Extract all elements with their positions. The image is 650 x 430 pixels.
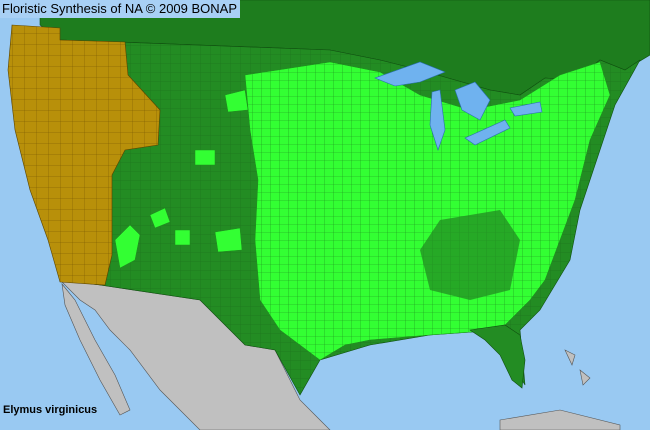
map-title: Floristic Synthesis of NA © 2009 BONAP [0,0,241,18]
counties-present-west2 [149,207,171,229]
cuba [499,409,621,430]
counties-present-west3 [174,89,249,253]
florida [469,324,526,389]
bahamas [564,349,591,386]
species-label: Elymus virginicus [3,404,98,416]
baja-peninsula [61,282,131,416]
great-lakes [374,61,543,151]
counties-present-west1 [114,224,141,269]
western-states-absent [7,24,161,286]
counties-present-south-dark [420,210,520,300]
counties-present-central [244,61,611,361]
